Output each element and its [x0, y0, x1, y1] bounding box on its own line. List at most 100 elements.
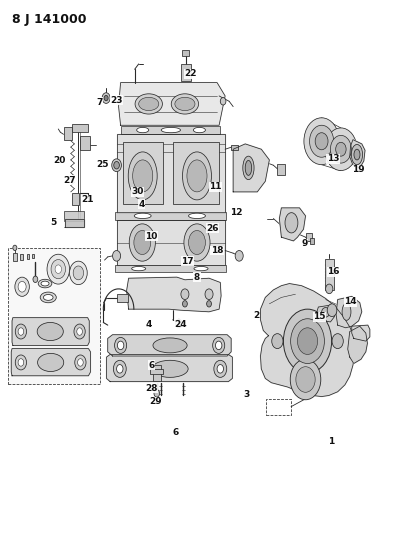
- Circle shape: [325, 284, 332, 294]
- Circle shape: [314, 133, 327, 150]
- Bar: [182, 50, 189, 56]
- Text: 15: 15: [312, 312, 325, 321]
- Text: 8: 8: [193, 273, 200, 281]
- Polygon shape: [116, 134, 225, 213]
- Circle shape: [271, 334, 282, 349]
- Ellipse shape: [350, 144, 362, 165]
- Circle shape: [154, 390, 159, 397]
- Text: 29: 29: [148, 398, 161, 406]
- Circle shape: [77, 328, 82, 335]
- Circle shape: [205, 289, 213, 300]
- Ellipse shape: [321, 308, 329, 317]
- Bar: [310, 238, 314, 244]
- Ellipse shape: [353, 149, 359, 160]
- Circle shape: [74, 324, 85, 339]
- Ellipse shape: [341, 303, 350, 320]
- Bar: [80, 136, 90, 150]
- Circle shape: [113, 161, 119, 169]
- Circle shape: [102, 93, 110, 103]
- Polygon shape: [335, 296, 361, 328]
- Circle shape: [180, 289, 188, 300]
- Text: 19: 19: [351, 165, 364, 174]
- Polygon shape: [279, 208, 305, 241]
- Ellipse shape: [40, 292, 56, 303]
- Bar: [63, 127, 71, 140]
- Ellipse shape: [136, 127, 148, 133]
- Bar: [116, 294, 128, 302]
- Circle shape: [235, 251, 243, 261]
- Polygon shape: [12, 318, 89, 345]
- Polygon shape: [65, 219, 83, 227]
- Ellipse shape: [193, 127, 205, 133]
- Circle shape: [75, 355, 86, 370]
- Ellipse shape: [188, 230, 205, 255]
- Ellipse shape: [38, 353, 63, 372]
- Ellipse shape: [152, 360, 188, 377]
- Circle shape: [206, 301, 211, 307]
- Ellipse shape: [129, 224, 155, 261]
- Bar: [172, 142, 219, 204]
- Text: 1: 1: [328, 437, 334, 446]
- Polygon shape: [347, 326, 367, 364]
- Bar: [120, 126, 220, 134]
- Ellipse shape: [128, 152, 157, 200]
- Ellipse shape: [161, 127, 180, 133]
- Text: 30: 30: [131, 188, 143, 196]
- Ellipse shape: [194, 266, 208, 271]
- Circle shape: [113, 360, 126, 377]
- Circle shape: [15, 324, 26, 339]
- Ellipse shape: [245, 160, 251, 175]
- Text: 16: 16: [326, 268, 339, 276]
- Circle shape: [33, 276, 38, 282]
- Circle shape: [175, 319, 182, 328]
- Polygon shape: [349, 140, 364, 168]
- Bar: [114, 212, 226, 220]
- Circle shape: [324, 128, 356, 171]
- Bar: [305, 233, 311, 241]
- Ellipse shape: [183, 224, 209, 261]
- Bar: [324, 259, 333, 290]
- Circle shape: [215, 341, 221, 350]
- Ellipse shape: [41, 281, 49, 286]
- Text: 22: 22: [184, 69, 196, 78]
- Bar: [26, 254, 29, 259]
- Text: 26: 26: [205, 224, 218, 232]
- Circle shape: [13, 245, 17, 251]
- Circle shape: [18, 281, 26, 292]
- Ellipse shape: [220, 98, 225, 105]
- Polygon shape: [315, 305, 335, 322]
- Polygon shape: [126, 277, 221, 312]
- Bar: [152, 365, 160, 381]
- Bar: [122, 142, 162, 204]
- Circle shape: [18, 359, 24, 366]
- Circle shape: [182, 301, 187, 307]
- Text: 13: 13: [326, 155, 338, 163]
- Bar: [265, 399, 290, 415]
- Polygon shape: [260, 284, 354, 397]
- Ellipse shape: [174, 97, 194, 111]
- Text: 5: 5: [50, 219, 56, 227]
- Text: 27: 27: [63, 176, 75, 184]
- Text: 10: 10: [145, 232, 157, 240]
- Text: 8 J 141000: 8 J 141000: [12, 13, 86, 26]
- Circle shape: [283, 309, 331, 373]
- Text: 4: 4: [138, 200, 144, 208]
- Text: 23: 23: [110, 96, 123, 104]
- Ellipse shape: [152, 338, 187, 353]
- Ellipse shape: [171, 94, 198, 114]
- Circle shape: [326, 304, 336, 317]
- Circle shape: [55, 265, 61, 273]
- Circle shape: [335, 142, 345, 156]
- Polygon shape: [233, 144, 269, 192]
- Circle shape: [18, 328, 24, 335]
- Circle shape: [217, 365, 223, 373]
- Circle shape: [290, 359, 320, 400]
- Text: 18: 18: [210, 246, 223, 255]
- Text: 17: 17: [180, 257, 193, 265]
- Text: 12: 12: [229, 208, 242, 216]
- Bar: [20, 254, 23, 260]
- Bar: [71, 124, 87, 132]
- Bar: [114, 265, 226, 272]
- Circle shape: [330, 135, 350, 163]
- Circle shape: [104, 95, 108, 101]
